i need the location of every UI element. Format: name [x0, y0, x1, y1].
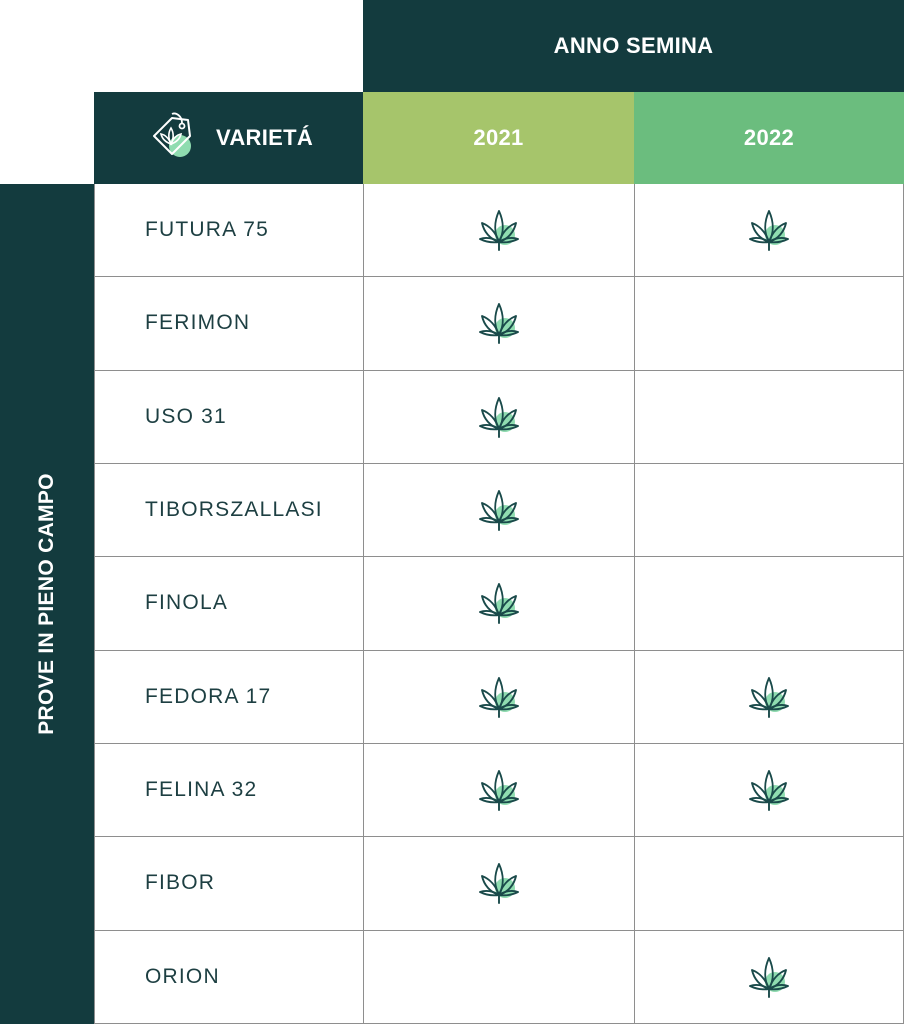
- cell-2021: [363, 277, 634, 370]
- table-row: FIBOR: [94, 837, 904, 931]
- hemp-leaf-icon: [474, 672, 524, 722]
- variety-name-cell: FUTURA 75: [94, 184, 363, 277]
- variety-name: FELINA 32: [145, 778, 258, 802]
- variety-name-cell: ORION: [94, 930, 363, 1023]
- variety-name: FIBOR: [145, 871, 216, 895]
- variety-name: FUTURA 75: [145, 218, 269, 242]
- cell-2022: [634, 930, 904, 1023]
- variety-name-cell: FEDORA 17: [94, 650, 363, 743]
- table-row: FINOLA: [94, 557, 904, 651]
- variety-name-cell: FINOLA: [94, 557, 363, 650]
- cell-2022: [634, 184, 904, 277]
- varieties-table: FUTURA 75 FERIMON USO 31 TIBORSZALLASI FINOL…: [94, 184, 904, 1024]
- hemp-leaf-icon: [474, 578, 524, 628]
- table-row: FEDORA 17: [94, 650, 904, 744]
- side-label-text: PROVE IN PIENO CAMPO: [35, 473, 59, 735]
- hemp-leaf-icon: [744, 672, 794, 722]
- year-2021-label: 2021: [473, 125, 524, 150]
- variety-name-cell: USO 31: [94, 370, 363, 463]
- hemp-leaf-icon: [474, 485, 524, 535]
- cell-2021: [363, 837, 634, 930]
- cell-2021: [363, 184, 634, 277]
- hemp-leaf-icon: [474, 392, 524, 442]
- tag-leaf-icon: [152, 112, 191, 157]
- hemp-leaf-icon: [474, 858, 524, 908]
- variety-name: ORION: [145, 964, 220, 988]
- table-row: FERIMON: [94, 277, 904, 371]
- cell-2022: [634, 370, 904, 463]
- table-row: FELINA 32: [94, 744, 904, 838]
- year-2022-label: 2022: [743, 125, 795, 150]
- table-row: FUTURA 75: [94, 184, 904, 278]
- hemp-leaf-icon: [474, 765, 524, 815]
- year-2021-header: 2021: [363, 92, 634, 184]
- table-row: USO 31: [94, 370, 904, 464]
- hemp-leaf-icon: [744, 205, 794, 255]
- cell-2021: [363, 930, 634, 1023]
- variety-name-cell: TIBORSZALLASI: [94, 464, 363, 557]
- cell-2022: [634, 464, 904, 557]
- cell-2021: [363, 744, 634, 837]
- variety-header-label: VARIETÁ: [215, 125, 314, 150]
- hemp-leaf-icon: [474, 205, 524, 255]
- variety-name: FEDORA 17: [145, 684, 272, 708]
- cell-2022: [634, 837, 904, 930]
- table-row: TIBORSZALLASI: [94, 464, 904, 558]
- variety-column-header: VARIETÁ: [94, 92, 363, 184]
- anno-semina-header: ANNO SEMINA: [363, 0, 904, 92]
- hemp-leaf-icon: [744, 765, 794, 815]
- side-category-label: PROVE IN PIENO CAMPO: [0, 184, 94, 1024]
- hemp-leaf-icon: [474, 298, 524, 348]
- variety-name: FERIMON: [145, 311, 251, 335]
- year-2022-header: 2022: [634, 92, 904, 184]
- variety-name: USO 31: [145, 404, 227, 428]
- cell-2022: [634, 744, 904, 837]
- table-row: ORION: [94, 930, 904, 1024]
- cell-2022: [634, 650, 904, 743]
- cell-2021: [363, 650, 634, 743]
- variety-name: FINOLA: [145, 591, 229, 615]
- cell-2021: [363, 370, 634, 463]
- variety-name-cell: FELINA 32: [94, 744, 363, 837]
- variety-name-cell: FERIMON: [94, 277, 363, 370]
- cell-2022: [634, 277, 904, 370]
- cell-2021: [363, 464, 634, 557]
- cell-2021: [363, 557, 634, 650]
- variety-name: TIBORSZALLASI: [145, 498, 323, 522]
- anno-semina-label: ANNO SEMINA: [553, 33, 714, 58]
- cell-2022: [634, 557, 904, 650]
- variety-name-cell: FIBOR: [94, 837, 363, 930]
- hemp-leaf-icon: [744, 952, 794, 1002]
